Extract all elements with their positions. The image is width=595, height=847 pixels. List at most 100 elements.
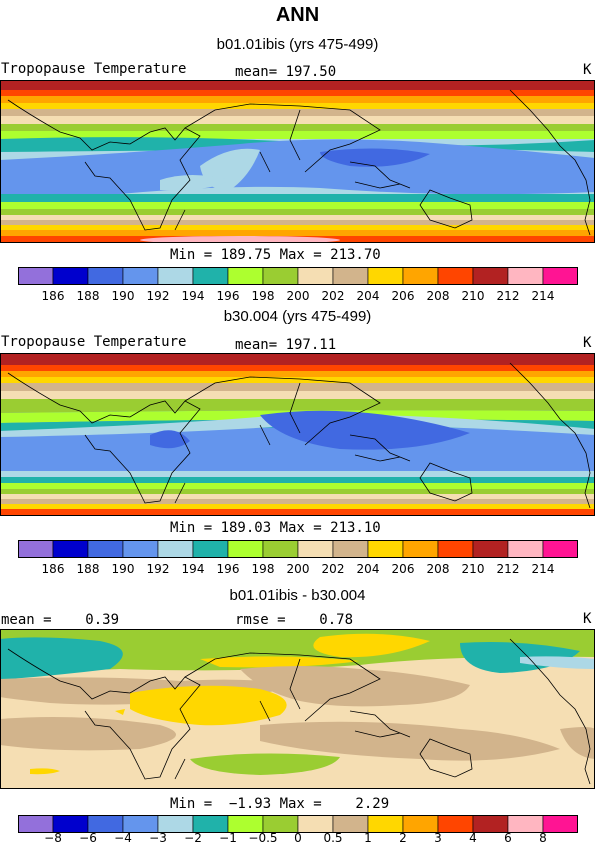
colorbar-swatch <box>157 267 194 285</box>
colorbar-swatch <box>542 540 578 558</box>
panel1-colorbar-swatches <box>18 267 578 285</box>
colorbar-swatch <box>367 540 404 558</box>
colorbar-tick-label: 196 <box>216 289 240 303</box>
colorbar-tick-label: −3 <box>149 831 167 845</box>
panel2-colorbar <box>18 540 578 558</box>
colorbar-swatch <box>52 267 89 285</box>
colorbar-tick-label: 200 <box>286 562 310 576</box>
colorbar-tick-label: −1 <box>219 831 237 845</box>
colorbar-swatch <box>437 267 474 285</box>
panel1-units: K <box>583 62 592 78</box>
panel3-map <box>0 629 595 789</box>
panel3-subtitle: b01.01ibis - b30.004 <box>229 587 366 604</box>
colorbar-tick-label: 212 <box>496 289 520 303</box>
colorbar-tick-label: −8 <box>44 831 62 845</box>
colorbar-tick-label: 206 <box>391 289 415 303</box>
colorbar-tick-label: 198 <box>251 289 275 303</box>
colorbar-swatch <box>332 540 369 558</box>
colorbar-tick-label: 202 <box>321 289 345 303</box>
colorbar-swatch <box>262 540 299 558</box>
colorbar-tick-label: 194 <box>181 562 205 576</box>
colorbar-tick-label: 190 <box>111 562 135 576</box>
colorbar-tick-label: 200 <box>286 289 310 303</box>
colorbar-swatch <box>472 540 509 558</box>
colorbar-tick-label: 8 <box>539 831 547 845</box>
colorbar-tick-label: 186 <box>41 562 65 576</box>
panel1-subtitle: b01.01ibis (yrs 475-499) <box>216 36 379 53</box>
panel1-mean-label: mean= 197.50 <box>235 64 337 80</box>
colorbar-tick-label: 6 <box>504 831 512 845</box>
panel1-colorbar <box>18 267 578 285</box>
panel3-units: K <box>583 611 592 627</box>
colorbar-tick-label: 190 <box>111 289 135 303</box>
colorbar-tick-label: 192 <box>146 562 170 576</box>
colorbar-swatch <box>297 267 334 285</box>
colorbar-tick-label: 3 <box>434 831 442 845</box>
colorbar-tick-label: 214 <box>531 289 555 303</box>
panel3-colorbar-labels: −8 −6 −4 −3 −2 −1 −0.5 0 0.5 1 2 3 4 6 8 <box>18 831 578 847</box>
panel3-colorbar <box>18 815 578 833</box>
colorbar-tick-label: −4 <box>114 831 132 845</box>
panel2-stats: Min = 189.03 Max = 213.10 <box>170 520 381 536</box>
colorbar-swatch <box>542 815 578 833</box>
colorbar-tick-label: 0.5 <box>323 831 343 845</box>
panel2-map <box>0 353 595 516</box>
colorbar-tick-label: 198 <box>251 562 275 576</box>
colorbar-swatch <box>507 267 544 285</box>
colorbar-tick-label: 214 <box>531 562 555 576</box>
colorbar-tick-label: 210 <box>461 289 485 303</box>
page-title: ANN <box>275 4 320 26</box>
colorbar-swatch <box>122 540 159 558</box>
colorbar-swatch <box>157 540 194 558</box>
colorbar-tick-label: −0.5 <box>248 831 278 845</box>
colorbar-tick-label: 1 <box>364 831 372 845</box>
colorbar-swatch <box>18 540 54 558</box>
panel2-colorbar-swatches <box>18 540 578 558</box>
panel3-mean-label: mean = 0.39 <box>1 612 120 628</box>
colorbar-swatch <box>332 267 369 285</box>
colorbar-swatch <box>437 540 474 558</box>
colorbar-tick-label: 186 <box>41 289 65 303</box>
colorbar-tick-label: 188 <box>76 562 100 576</box>
colorbar-tick-label: 188 <box>76 289 100 303</box>
panel1-colorbar-labels: 186 188 190 192 194 196 198 200 202 204 206 208 210 2… <box>18 289 578 305</box>
colorbar-swatch <box>87 267 124 285</box>
colorbar-tick-label: 212 <box>496 562 520 576</box>
colorbar-swatch <box>227 267 264 285</box>
panel3-stats: Min = −1.93 Max = 2.29 <box>170 796 390 812</box>
colorbar-swatch <box>542 267 578 285</box>
colorbar-swatch <box>122 267 159 285</box>
colorbar-swatch <box>402 267 439 285</box>
colorbar-tick-label: 204 <box>356 562 380 576</box>
colorbar-tick-label: 208 <box>426 289 450 303</box>
colorbar-tick-label: 208 <box>426 562 450 576</box>
colorbar-tick-label: 0 <box>294 831 302 845</box>
panel1-stats: Min = 189.75 Max = 213.70 <box>170 247 381 263</box>
panel3-rmse-label: rmse = 0.78 <box>235 612 354 628</box>
colorbar-tick-label: 202 <box>321 562 345 576</box>
colorbar-swatch <box>262 267 299 285</box>
colorbar-swatch <box>192 267 229 285</box>
panel2-mean-label: mean= 197.11 <box>235 337 337 353</box>
colorbar-tick-label: 196 <box>216 562 240 576</box>
colorbar-tick-label: 206 <box>391 562 415 576</box>
colorbar-tick-label: 2 <box>399 831 407 845</box>
colorbar-swatch <box>227 540 264 558</box>
panel2-variable-label: Tropopause Temperature <box>1 334 187 350</box>
colorbar-tick-label: 194 <box>181 289 205 303</box>
colorbar-tick-label: 4 <box>469 831 477 845</box>
colorbar-swatch <box>52 540 89 558</box>
colorbar-tick-label: 192 <box>146 289 170 303</box>
panel2-subtitle: b30.004 (yrs 475-499) <box>223 308 372 325</box>
colorbar-swatch <box>297 540 334 558</box>
colorbar-tick-label: −2 <box>184 831 202 845</box>
colorbar-swatch <box>367 267 404 285</box>
colorbar-tick-label: −6 <box>79 831 97 845</box>
colorbar-tick-label: 210 <box>461 562 485 576</box>
colorbar-swatch <box>402 540 439 558</box>
colorbar-swatch <box>87 540 124 558</box>
panel3-colorbar-swatches <box>18 815 578 833</box>
panel2-colorbar-labels: 186 188 190 192 194 196 198 200 202 204 206 208 210 2… <box>18 562 578 578</box>
colorbar-tick-label: 204 <box>356 289 380 303</box>
colorbar-swatch <box>472 267 509 285</box>
